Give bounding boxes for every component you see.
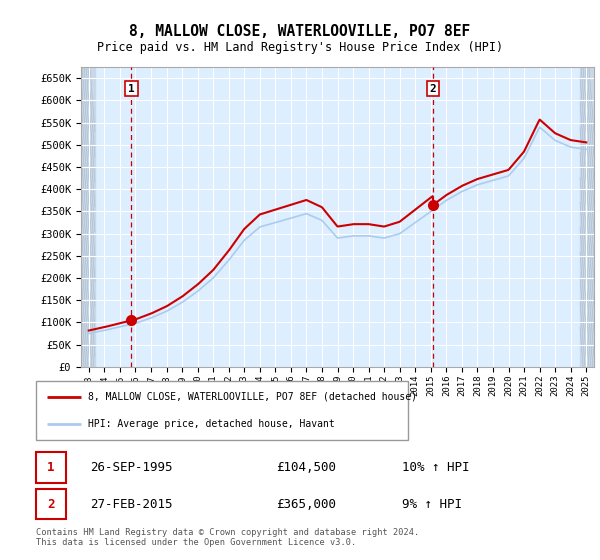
Text: £365,000: £365,000 [276, 497, 336, 511]
Text: £104,500: £104,500 [276, 461, 336, 474]
Text: 8, MALLOW CLOSE, WATERLOOVILLE, PO7 8EF (detached house): 8, MALLOW CLOSE, WATERLOOVILLE, PO7 8EF … [88, 391, 417, 402]
Text: 10% ↑ HPI: 10% ↑ HPI [402, 461, 469, 474]
Text: Contains HM Land Registry data © Crown copyright and database right 2024.
This d: Contains HM Land Registry data © Crown c… [36, 528, 419, 547]
Text: Price paid vs. HM Land Registry's House Price Index (HPI): Price paid vs. HM Land Registry's House … [97, 40, 503, 54]
Text: HPI: Average price, detached house, Havant: HPI: Average price, detached house, Hava… [88, 419, 335, 429]
Text: 8, MALLOW CLOSE, WATERLOOVILLE, PO7 8EF: 8, MALLOW CLOSE, WATERLOOVILLE, PO7 8EF [130, 24, 470, 39]
Text: 9% ↑ HPI: 9% ↑ HPI [402, 497, 462, 511]
Text: 27-FEB-2015: 27-FEB-2015 [91, 497, 173, 511]
Text: 1: 1 [128, 83, 135, 94]
Text: 26-SEP-1995: 26-SEP-1995 [91, 461, 173, 474]
FancyBboxPatch shape [36, 489, 66, 519]
FancyBboxPatch shape [36, 381, 408, 440]
Text: 1: 1 [47, 461, 55, 474]
FancyBboxPatch shape [36, 452, 66, 483]
Text: 2: 2 [430, 83, 436, 94]
Text: 2: 2 [47, 497, 55, 511]
